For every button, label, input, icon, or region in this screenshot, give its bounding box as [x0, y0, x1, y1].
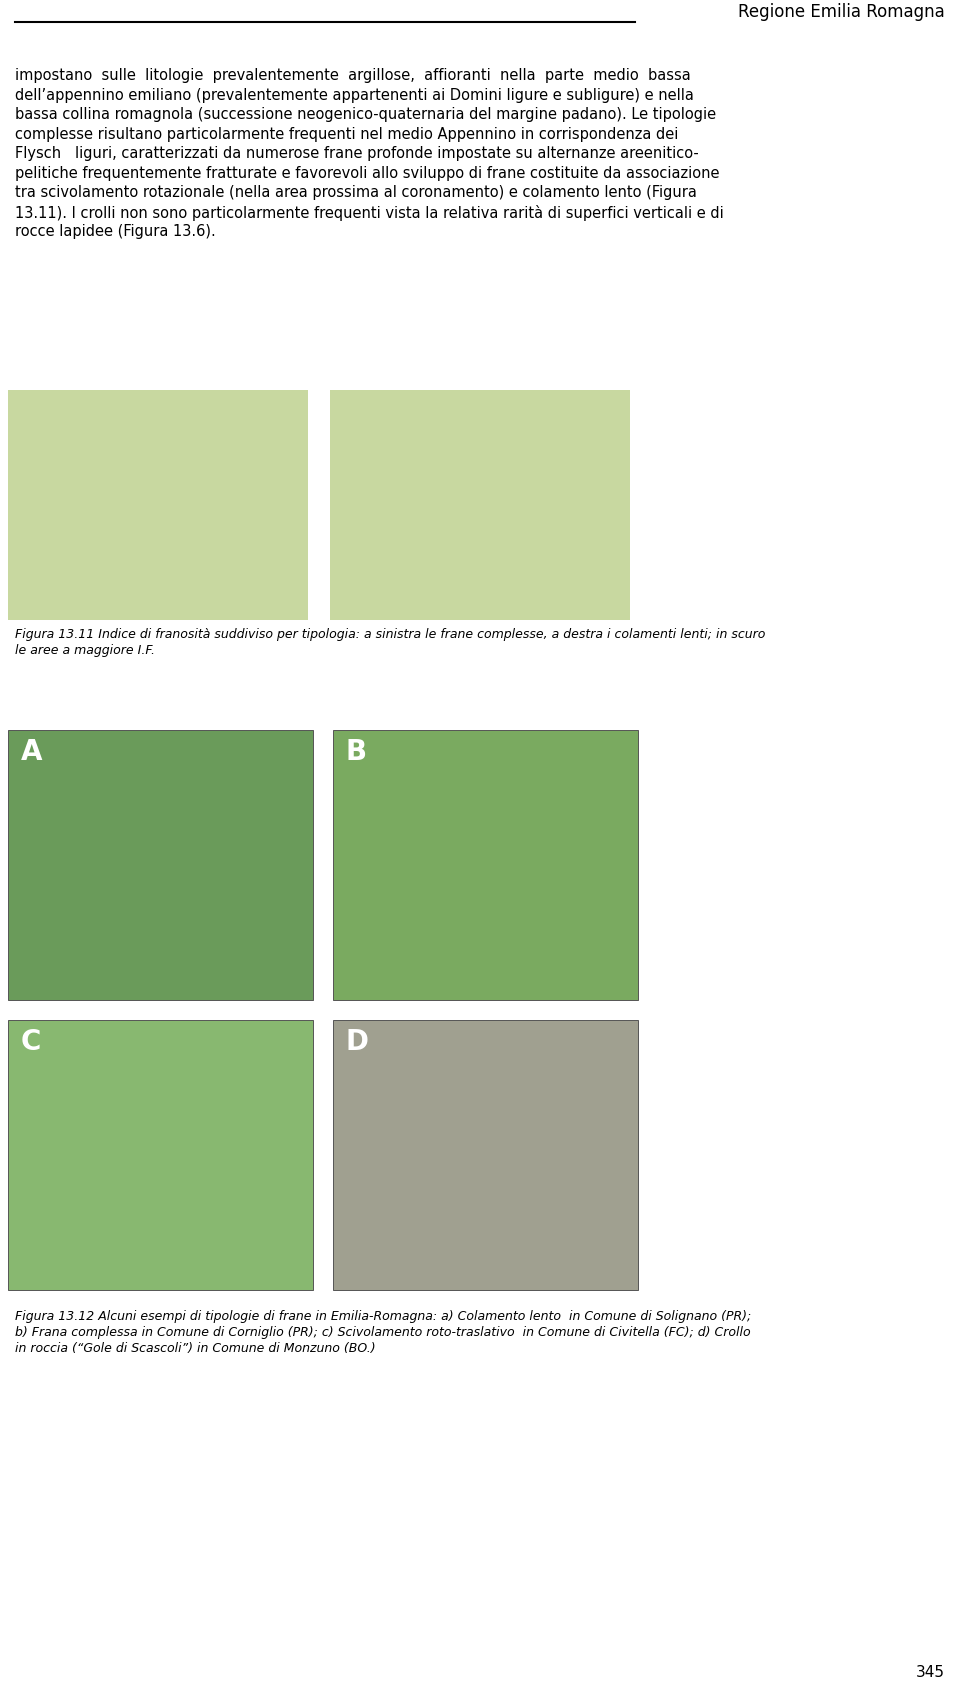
Text: Figura 13.11 Indice di franosità suddiviso per tipologia: a sinistra le frane co: Figura 13.11 Indice di franosità suddivi…	[15, 627, 765, 641]
Text: rocce lapidee (Figura 13.6).: rocce lapidee (Figura 13.6).	[15, 224, 216, 239]
Text: complesse risultano particolarmente frequenti nel medio Appennino in corrisponde: complesse risultano particolarmente freq…	[15, 126, 679, 141]
Text: tra scivolamento rotazionale (nella area prossima al coronamento) e colamento le: tra scivolamento rotazionale (nella area…	[15, 185, 697, 200]
Text: B: B	[346, 738, 367, 765]
Text: dell’appennino emiliano (prevalentemente appartenenti ai Domini ligure e subligu: dell’appennino emiliano (prevalentemente…	[15, 87, 694, 103]
Bar	[8, 1019, 313, 1290]
Text: 13.11). I crolli non sono particolarmente frequenti vista la relativa rarità di : 13.11). I crolli non sono particolarment…	[15, 205, 724, 220]
Bar	[333, 1019, 638, 1290]
Text: C: C	[21, 1028, 41, 1056]
Text: 345: 345	[916, 1665, 945, 1680]
Text: A: A	[21, 738, 42, 765]
Bar	[333, 730, 638, 1001]
Text: impostano  sulle  litologie  prevalentemente  argillose,  affioranti  nella  par: impostano sulle litologie prevalentement…	[15, 67, 691, 82]
Bar	[8, 730, 313, 1001]
Bar	[8, 390, 308, 621]
Text: pelitiche frequentemente fratturate e favorevoli allo sviluppo di frane costitui: pelitiche frequentemente fratturate e fa…	[15, 165, 719, 180]
Bar	[330, 390, 630, 621]
Text: b) Frana complessa in Comune di Corniglio (PR); c) Scivolamento roto-traslativo : b) Frana complessa in Comune di Cornigli…	[15, 1325, 751, 1339]
Text: Flysch   liguri, caratterizzati da numerose frane profonde impostate su alternan: Flysch liguri, caratterizzati da numeros…	[15, 146, 699, 161]
Text: bassa collina romagnola (successione neogenico-quaternaria del margine padano). : bassa collina romagnola (successione neo…	[15, 108, 716, 123]
Text: le aree a maggiore I.F.: le aree a maggiore I.F.	[15, 644, 155, 658]
Text: in roccia (“Gole di Scascoli”) in Comune di Monzuno (BO.): in roccia (“Gole di Scascoli”) in Comune…	[15, 1342, 375, 1356]
Text: D: D	[346, 1028, 369, 1056]
Text: Figura 13.12 Alcuni esempi di tipologie di frane in Emilia-Romagna: a) Colamento: Figura 13.12 Alcuni esempi di tipologie …	[15, 1310, 752, 1324]
Text: Regione Emilia Romagna: Regione Emilia Romagna	[738, 3, 945, 20]
